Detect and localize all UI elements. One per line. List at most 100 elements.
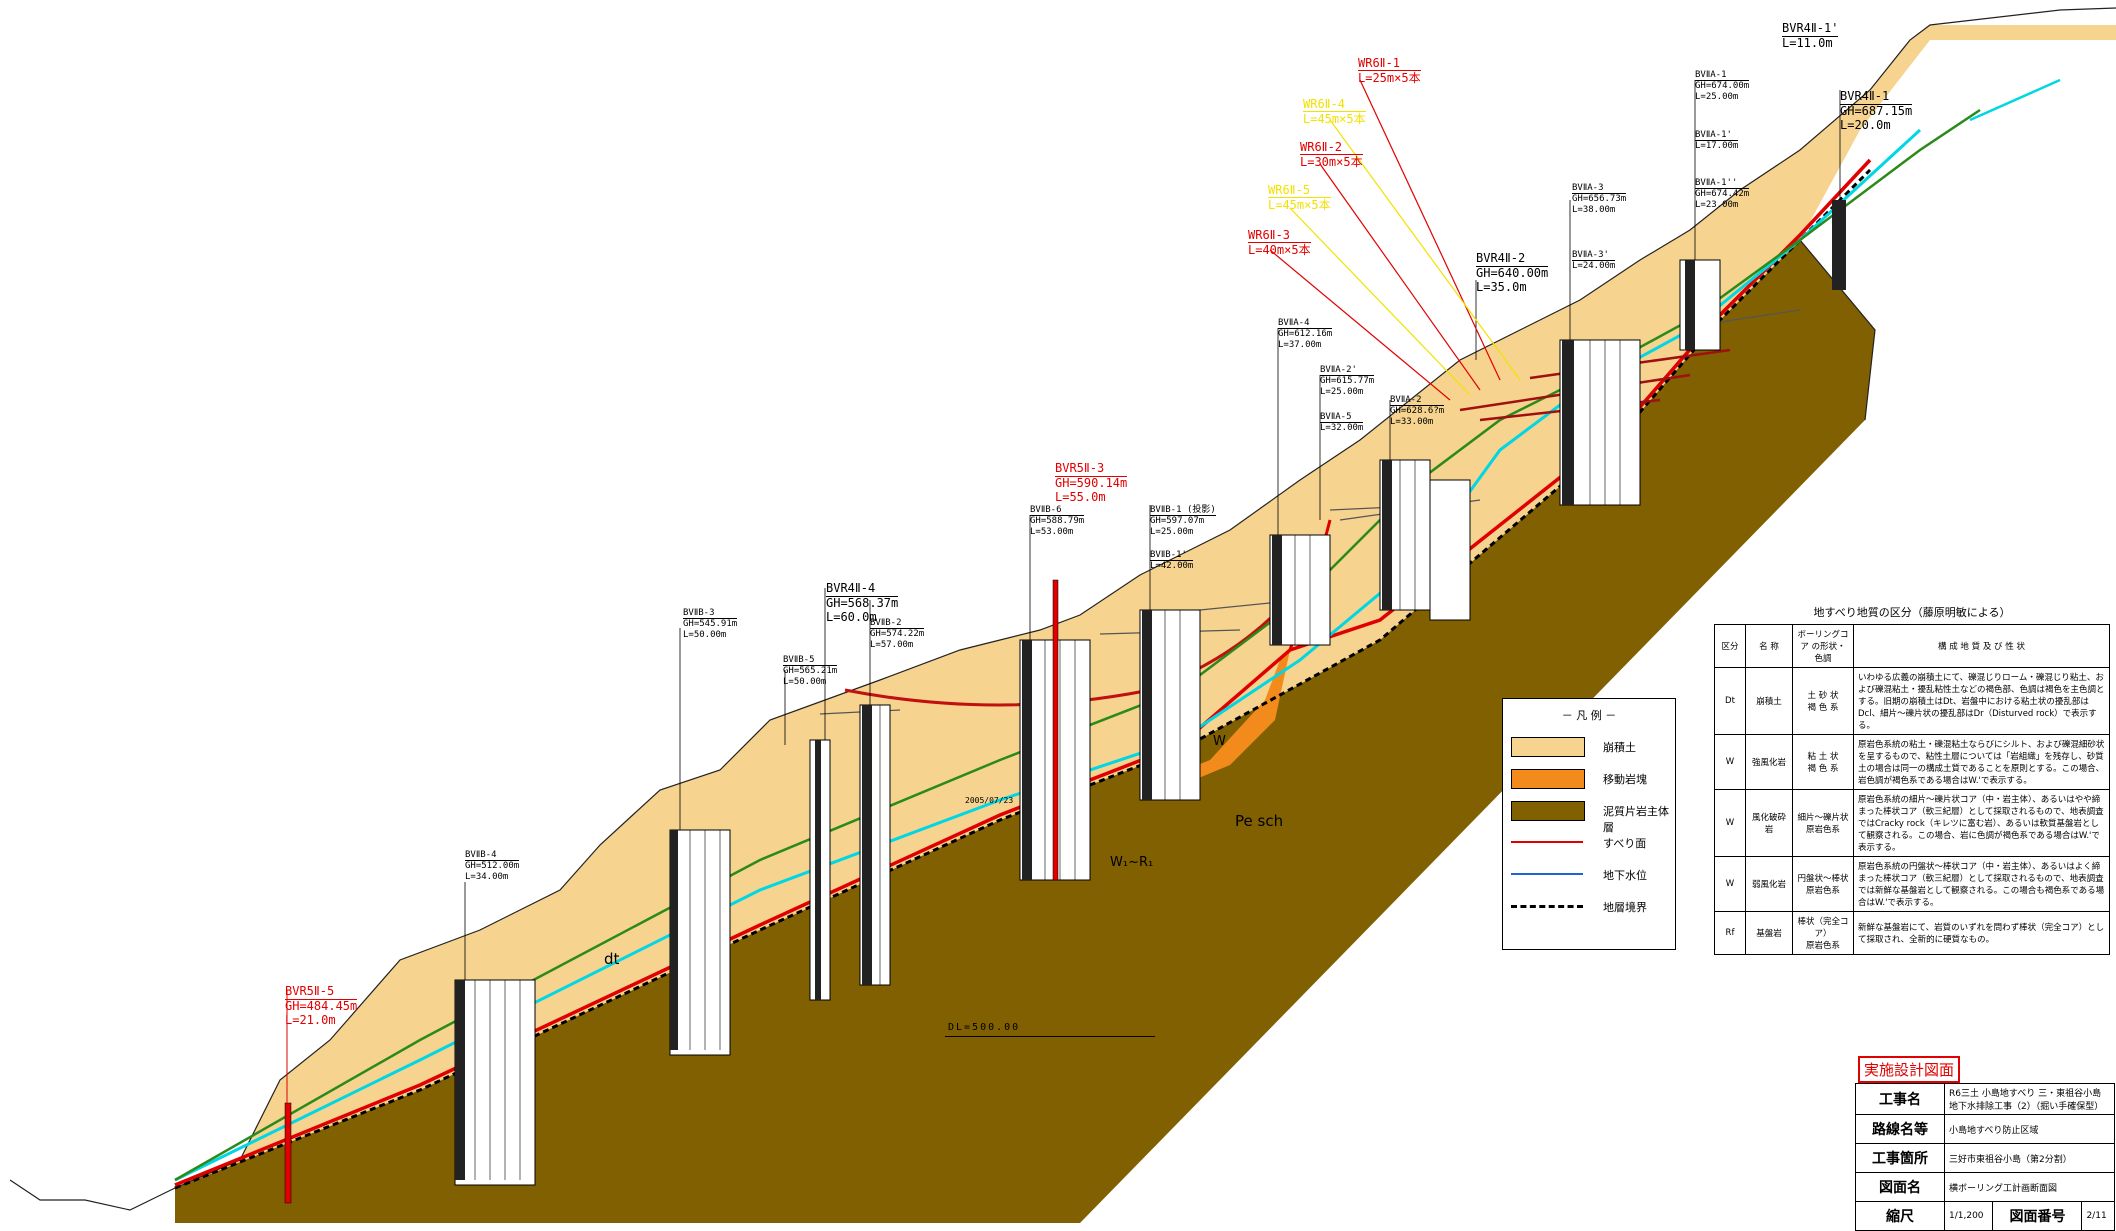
borehole-label-bv2a-2: BVⅡA-2 GH=628.6?m L=33.00m [1390, 395, 1445, 427]
borehole-name: BVⅡA-4 [1278, 318, 1333, 330]
borehole-name: BVⅡB-5 [783, 655, 838, 667]
legend-swatch [1511, 737, 1585, 757]
borehole-length: L=20.0m [1840, 117, 1891, 132]
geology-cell-desc: 新鮮な基盤岩にて、岩質のいずれを問わず棒状（完全コア）として採取され、全新的に硬… [1853, 911, 2110, 955]
borehole-length: L=50.00m [683, 629, 727, 640]
geology-cell-name: 崩積土 [1745, 667, 1793, 735]
title-value: 横ボーリング工計画断面図 [1944, 1172, 2115, 1202]
legend-item: 崩積土 [1503, 735, 1675, 757]
borehole-label-bv2b-1: BVⅡB-1 (投影) GH=597.07m L=25.00m [1150, 505, 1216, 537]
borehole-gh: GH=674.42m [1695, 189, 1750, 200]
borehole-name: BVR4Ⅱ-4 [826, 581, 899, 597]
title-row: 工事名 R6三土 小島地すべり 三・東祖谷小島 地下水排除工事（2）（掘い手確保型… [1855, 1083, 2115, 1115]
title-row: 路線名等 小島地すべり防止区域 [1855, 1114, 2115, 1144]
borehole-name: BVⅡA-3' [1572, 250, 1616, 262]
borehole-gh: GH=615.77m [1320, 376, 1375, 387]
borehole-name: BVⅡA-2 [1390, 395, 1445, 407]
borehole-label-bv2a-1pp: BVⅡA-1'' GH=674.42m L=23.00m [1695, 178, 1750, 210]
borehole-name: BVⅡB-6 [1030, 505, 1085, 517]
borehole-label-bvr4-2-2: BVR4Ⅱ-2 GH=640.00m L=35.0m [1476, 251, 1549, 294]
borehole-length: L=23.00m [1695, 199, 1739, 210]
well-name: WR6Ⅱ-5 [1268, 183, 1331, 199]
borehole-label-bvr4-2-1p: BVR4Ⅱ-1' L=11.0m [1782, 21, 1839, 51]
legend-item: 地層境界 [1503, 895, 1675, 917]
geology-cell-code: Dt [1714, 667, 1746, 735]
legend-item: 移動岩塊 [1503, 767, 1675, 789]
geology-cell-name: 弱風化岩 [1745, 856, 1793, 912]
borehole-name: BVⅡB-1 (投影) [1150, 505, 1216, 517]
borehole-label-bv2a-3p: BVⅡA-3' L=24.00m [1572, 250, 1616, 272]
legend-swatch [1511, 769, 1585, 789]
title-heading: 路線名等 [1855, 1114, 1945, 1144]
borehole-name: BVⅡB-3 [683, 608, 738, 620]
borehole-name: BVⅡA-2' [1320, 365, 1375, 377]
borehole-gh: GH=574.22m [870, 629, 925, 640]
borehole-label-bv2b-6: BVⅡB-6 GH=588.79m L=53.00m [1030, 505, 1085, 537]
groundwater-extension [1969, 78, 2061, 122]
borehole-length: L=60.0m [826, 609, 877, 624]
legend-swatch [1511, 841, 1583, 843]
borehole-gh: GH=588.79m [1030, 516, 1085, 527]
borehole-name: BVⅡA-1'' [1695, 178, 1750, 190]
title-value: 2/11 [2081, 1201, 2115, 1231]
design-stamp: 実施設計図面 [1858, 1056, 1961, 1083]
borehole-length: L=37.00m [1278, 339, 1322, 350]
legend-label: 泥質片岩主体層 [1603, 805, 1669, 834]
legend-swatch [1511, 801, 1585, 821]
borehole-label-bv2a-1p: BVⅡA-1' L=17.00m [1695, 130, 1739, 152]
title-heading: 工事名 [1855, 1083, 1945, 1115]
stratum-boundary [174, 168, 1872, 1190]
legend-item: 地下水位 [1503, 863, 1675, 885]
borehole-gh: GH=597.07m [1150, 516, 1205, 527]
borehole-label-bv2a-5: BVⅡA-5 L=32.00m [1320, 412, 1364, 434]
geology-cell-desc: 原岩色系統の円盤状～棒状コア（中・岩主体）、あるいはよく締まった棒状コア（軟三紀… [1853, 856, 2110, 912]
table-row: W 弱風化岩 円盤状～棒状 原岩色系 原岩色系統の円盤状～棒状コア（中・岩主体）、ある… [1714, 856, 2110, 912]
legend-label: 移動岩塊 [1603, 773, 1647, 786]
geology-cell-desc: 原岩色系統の粘土・礫混粘土ならびにシルト、および礫混細砂状を呈するもので、粘性土… [1853, 734, 2110, 790]
borehole-name: BVⅡA-3 [1572, 183, 1627, 195]
geology-cell-core: 粘 土 状 褐 色 系 [1792, 734, 1854, 790]
title-block: 工事名 R6三土 小島地すべり 三・東祖谷小島 地下水排除工事（2）（掘い手確保型… [1855, 1083, 2115, 1231]
right-edge [1799, 239, 1876, 421]
borehole-name: BVR5Ⅱ-5 [285, 984, 358, 1000]
borehole-length: L=25.00m [1695, 91, 1739, 102]
title-row: 図面名 横ボーリング工計画断面図 [1855, 1172, 2115, 1202]
legend-label: 地下水位 [1603, 869, 1647, 882]
title-value: 小島地すべり防止区域 [1944, 1114, 2115, 1144]
legend-label: 崩積土 [1603, 741, 1636, 754]
borehole-columns [284, 200, 1846, 1204]
geology-cell-code: W [1714, 734, 1746, 790]
geology-table-title: 地すべり地質の区分（藤原明敏による） [1813, 606, 2011, 619]
borehole-gh: GH=628.6?m [1390, 406, 1445, 417]
geology-table: 区分名 称ボーリングコア の形状・色調構 成 地 質 及 び 性 状 Dt 崩積土土… [1714, 624, 2110, 955]
well-length: L=45m×5本 [1303, 112, 1366, 127]
borehole-gh: GH=656.73m [1572, 194, 1627, 205]
borehole-label-bvr5-2-5: BVR5Ⅱ-5 GH=484.45m L=21.0m [285, 984, 358, 1027]
geology-cell-core: 土 砂 状 褐 色 系 [1792, 667, 1854, 735]
leader-lines [464, 80, 1841, 980]
geology-table-header: ボーリングコア の形状・色調 [1792, 624, 1854, 668]
borehole-length: L=38.00m [1572, 204, 1616, 215]
well-label: WR6Ⅱ-4 L=45m×5本 [1303, 97, 1366, 127]
borehole-label-bvr4-2-1: BVR4Ⅱ-1 GH=687.15m L=20.0m [1840, 89, 1913, 132]
borehole-label-bv2a-2p: BVⅡA-2' GH=615.77m L=25.00m [1320, 365, 1375, 397]
legend-label: すべり面 [1603, 837, 1647, 850]
ground-surface [9, 7, 2116, 1211]
borehole-label-bv2b-5: BVⅡB-5 GH=565.21m L=50.00m [783, 655, 838, 687]
borehole-name: BVⅡA-5 [1320, 412, 1364, 424]
legend-item: 泥質片岩主体層 [1503, 799, 1675, 834]
borehole-length: L=11.0m [1782, 35, 1833, 50]
borehole-label-bv2a-1: BVⅡA-1 GH=674.00m L=25.00m [1695, 70, 1750, 102]
well-label: WR6Ⅱ-1 L=25m×5本 [1358, 56, 1421, 86]
borehole-name: BVⅡB-2 [870, 618, 925, 630]
borehole-name: BVⅡA-1 [1695, 70, 1750, 82]
borehole-gh: GH=568.37m [826, 595, 899, 610]
borehole-name: BVR5Ⅱ-3 [1055, 461, 1128, 477]
table-row: W 強風化岩粘 土 状 褐 色 系原岩色系統の粘土・礫混粘土ならびにシルト、および… [1714, 734, 2110, 790]
borehole-gh: GH=612.16m [1278, 329, 1333, 340]
borehole-length: L=32.00m [1320, 423, 1364, 434]
title-row: 工事箇所 三好市東祖谷小島（第2分割） [1855, 1143, 2115, 1173]
borehole-label-bv2b-2: BVⅡB-2 GH=574.22m L=57.00m [870, 618, 925, 650]
geo-label-wr: W₁~R₁ [1110, 855, 1153, 870]
datum-label: DL=500.00 [948, 1022, 1021, 1033]
